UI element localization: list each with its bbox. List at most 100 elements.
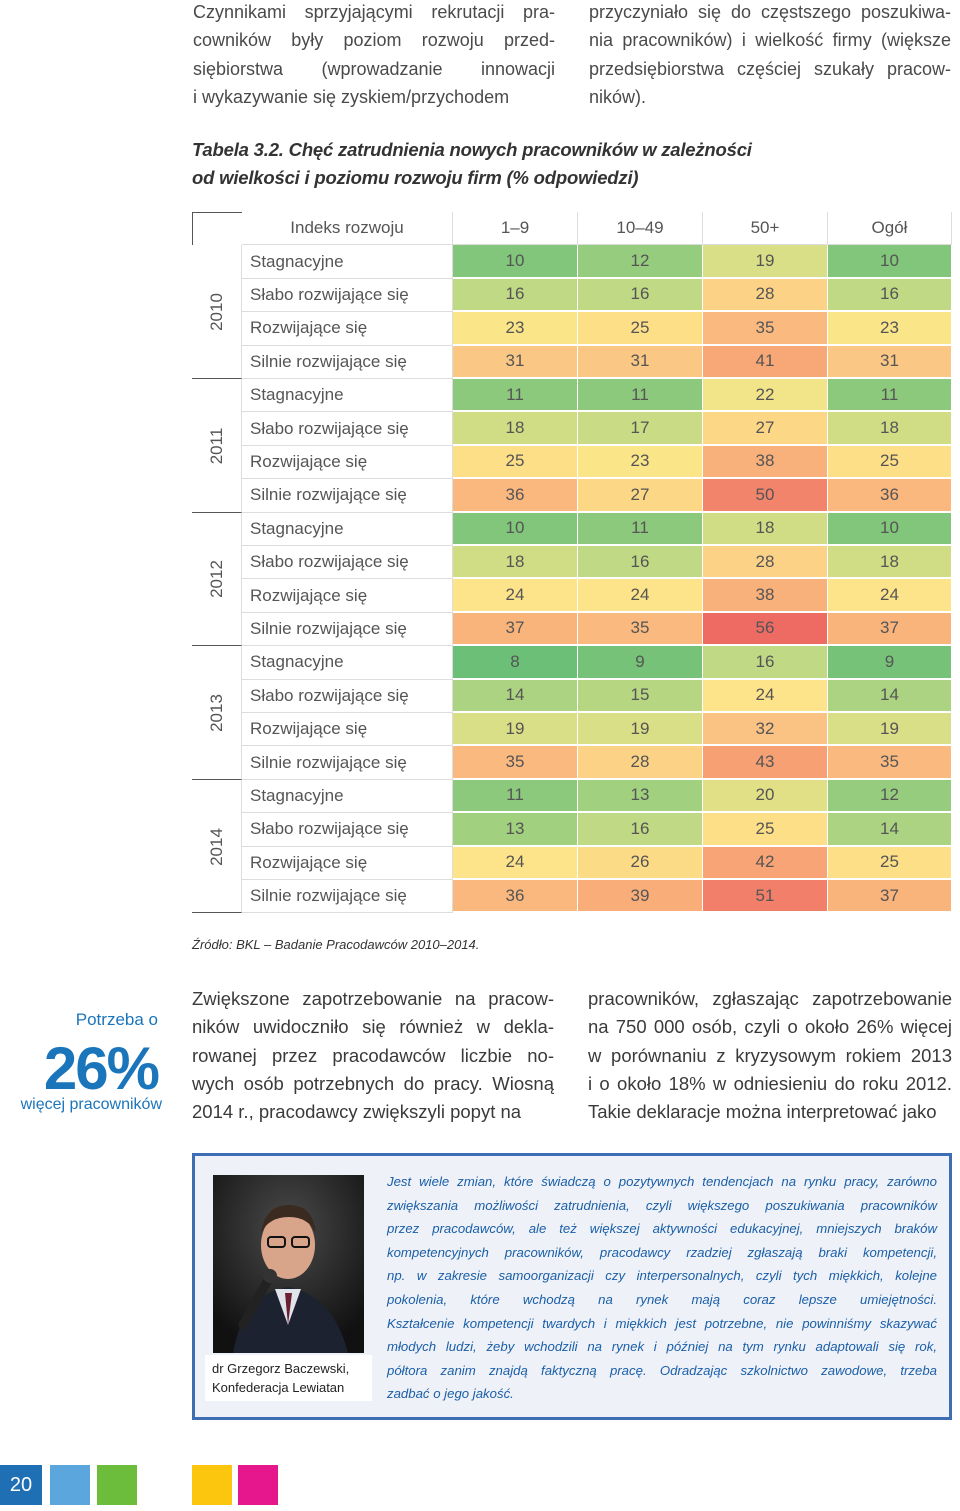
value-cell: 16 xyxy=(578,278,703,313)
value-cell: 23 xyxy=(453,312,578,346)
year-cell xyxy=(192,379,242,513)
value-cell: 28 xyxy=(703,278,828,313)
value-cell: 37 xyxy=(828,880,952,914)
year-cell xyxy=(192,779,242,914)
text-line: na 750 000 osób, czyli o około 26% więce… xyxy=(588,1016,952,1038)
page-number-box xyxy=(0,1465,42,1505)
table-source: Źródło: BKL – Badanie Pracodawców 2010–2… xyxy=(192,937,480,953)
value-cell: 17 xyxy=(578,412,703,446)
header-cell: 50+ xyxy=(703,212,828,246)
value-cell: 11 xyxy=(578,379,703,413)
text-line: wych osób potrzebnych do pracy. Wiosną xyxy=(192,1072,554,1094)
value-cell: 38 xyxy=(703,445,828,480)
value-cell: 23 xyxy=(828,312,952,346)
header-cell: Indeks rozwoju xyxy=(242,212,453,246)
value-cell: 25 xyxy=(578,312,703,346)
header-cell: 10–49 xyxy=(578,212,703,246)
value-cell: 22 xyxy=(703,379,828,413)
year-cell xyxy=(192,512,242,647)
row-label: Stagnacyjne xyxy=(242,379,453,413)
row-label: Silnie rozwijające się xyxy=(242,345,453,379)
value-cell: 14 xyxy=(828,813,952,847)
text-line: przedsiębiorstwa częściej szukały pracow… xyxy=(589,58,951,79)
value-cell: 10 xyxy=(828,512,952,546)
text-line: ników uwidoczniło się również w dekla- xyxy=(192,1016,554,1038)
text-line: siębiorstwa (wprowadzanie innowacji xyxy=(193,58,555,79)
value-cell: 32 xyxy=(703,713,828,747)
value-cell: 37 xyxy=(453,612,578,647)
value-cell: 11 xyxy=(578,512,703,546)
color-square xyxy=(192,1465,232,1505)
value-cell: 56 xyxy=(703,612,828,647)
row-label: Słabo rozwijające się xyxy=(242,546,453,580)
quote-line: np. w zakresie samoorganizacji czy inter… xyxy=(387,1268,937,1284)
text-line: 2014 r., pracodawcy zwiększyli popyt na xyxy=(192,1101,522,1123)
value-cell: 39 xyxy=(578,880,703,914)
value-cell: 50 xyxy=(703,479,828,513)
row-label: Silnie rozwijające się xyxy=(242,880,453,914)
value-cell: 12 xyxy=(578,245,703,279)
value-cell: 42 xyxy=(703,846,828,880)
text-line: ników). xyxy=(589,86,647,107)
value-cell: 18 xyxy=(453,546,578,580)
value-cell: 25 xyxy=(453,445,578,480)
value-cell: 51 xyxy=(703,880,828,914)
row-label: Stagnacyjne xyxy=(242,779,453,814)
text-line: cowników były poziom rozwoju przed- xyxy=(193,30,555,51)
value-cell: 25 xyxy=(828,846,952,880)
value-cell: 16 xyxy=(578,813,703,847)
text-line: w porównaniu z kryzysowym rokiem 2013 xyxy=(588,1044,952,1066)
author-line: Konfederacja Lewiatan xyxy=(212,1380,345,1395)
quote-line: Jest wiele zmian, które świadczą o pozyt… xyxy=(387,1174,937,1189)
sidebar-tail: więcej pracowników xyxy=(20,1096,162,1113)
value-cell: 15 xyxy=(578,679,703,713)
header-cell: 1–9 xyxy=(453,212,578,246)
quote-line: półtora zanim znajdą faktyczną pracę. Od… xyxy=(387,1362,937,1378)
value-cell: 19 xyxy=(703,245,828,279)
value-cell: 19 xyxy=(578,713,703,747)
year-label: 2014 xyxy=(207,827,226,866)
year-label: 2010 xyxy=(207,293,226,332)
color-square xyxy=(238,1465,278,1505)
quote-line: Kształcenie kompetencji twardych i miękk… xyxy=(387,1315,937,1331)
value-cell: 25 xyxy=(828,445,952,480)
header-cell: Ogół xyxy=(828,212,952,246)
value-cell: 24 xyxy=(828,579,952,613)
quote-line: młodych ludzi, żeby wchodzili na rynek i… xyxy=(387,1339,937,1355)
value-cell: 11 xyxy=(453,779,578,814)
value-cell: 18 xyxy=(828,546,952,580)
page-number: 20 xyxy=(9,1474,33,1496)
sidebar-lead: Potrzeba o xyxy=(75,1010,158,1029)
row-label: Rozwijające się xyxy=(242,445,453,480)
text-line: Takie deklaracje można interpretować jak… xyxy=(588,1101,937,1123)
value-cell: 36 xyxy=(453,479,578,513)
value-cell: 13 xyxy=(578,779,703,814)
value-cell: 41 xyxy=(703,345,828,379)
value-cell: 31 xyxy=(453,345,578,379)
value-cell: 27 xyxy=(703,412,828,446)
value-cell: 16 xyxy=(828,278,952,313)
row-label: Stagnacyjne xyxy=(242,512,453,546)
table-caption: od wielkości i poziomu rozwoju firm (% o… xyxy=(192,167,639,188)
text-line: Czynnikami sprzyjającymi rekrutacji pra- xyxy=(193,2,555,22)
row-label: Silnie rozwijające się xyxy=(242,479,453,513)
year-label: 2011 xyxy=(207,427,226,465)
author-line: dr Grzegorz Baczewski, xyxy=(212,1361,350,1376)
author-box xyxy=(205,1355,372,1401)
row-label: Słabo rozwijające się xyxy=(242,278,453,313)
value-cell: 24 xyxy=(703,679,828,713)
value-cell: 16 xyxy=(453,278,578,313)
color-square xyxy=(97,1465,137,1505)
value-cell: 14 xyxy=(453,679,578,713)
year-label: 2013 xyxy=(207,694,226,732)
value-cell: 9 xyxy=(828,646,952,680)
value-cell: 9 xyxy=(578,646,703,680)
value-cell: 28 xyxy=(578,746,703,780)
row-label: Rozwijające się xyxy=(242,579,453,613)
value-cell: 12 xyxy=(828,779,952,814)
text-line: rowanej przez pracodawców liczbie no- xyxy=(192,1044,554,1066)
quote-line: zwiększania możliwości zatrudnienia, czy… xyxy=(387,1197,937,1213)
value-cell: 36 xyxy=(828,479,952,513)
value-cell: 18 xyxy=(703,512,828,546)
value-cell: 26 xyxy=(578,846,703,880)
